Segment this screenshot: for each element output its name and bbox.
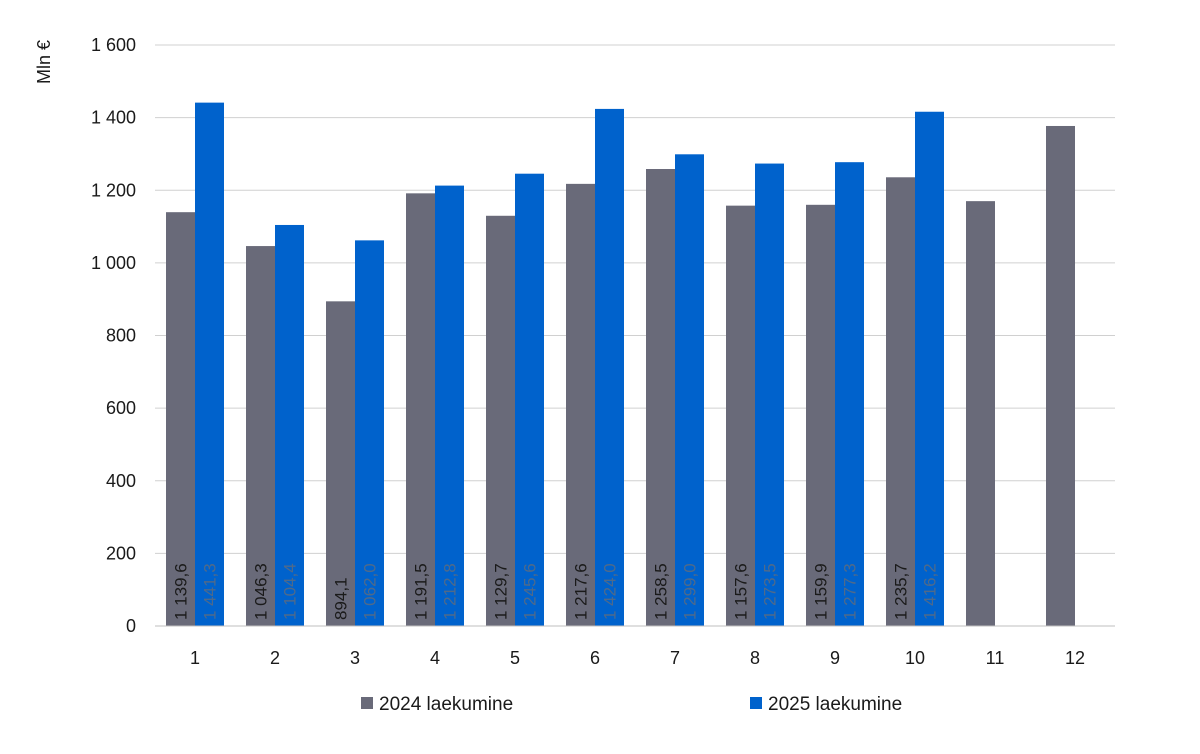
legend-swatch bbox=[361, 697, 373, 709]
y-tick-label: 1 600 bbox=[91, 35, 136, 55]
data-label: 1 129,7 bbox=[492, 563, 511, 620]
x-tick-label: 9 bbox=[830, 648, 840, 668]
bar-series-2 bbox=[515, 173, 544, 626]
data-label: 1 273,5 bbox=[761, 563, 780, 620]
data-label: 1 424,0 bbox=[601, 563, 620, 620]
y-tick-label: 0 bbox=[126, 616, 136, 636]
data-label: 1 046,3 bbox=[252, 563, 271, 620]
bar-series-2 bbox=[595, 108, 624, 626]
x-tick-label: 5 bbox=[510, 648, 520, 668]
data-label: 1 441,3 bbox=[201, 563, 220, 620]
bar-series-2 bbox=[195, 102, 224, 627]
data-label: 1 416,2 bbox=[921, 563, 940, 620]
data-label: 1 191,5 bbox=[412, 563, 431, 620]
bar-series-1 bbox=[566, 183, 595, 626]
bar-series-2 bbox=[435, 185, 464, 627]
legend-label: 2024 laekumine bbox=[379, 694, 513, 715]
data-label: 1 245,6 bbox=[521, 563, 540, 620]
data-labels: 1 139,6 1 441,3 1 046,3 1 104,4 894,1 1 062,0… bbox=[172, 563, 940, 620]
x-tick-label: 10 bbox=[905, 648, 925, 668]
x-tick-label: 11 bbox=[986, 648, 1005, 668]
data-label: 1 299,0 bbox=[681, 563, 700, 620]
x-tick-label: 3 bbox=[350, 648, 360, 668]
y-tick-label: 400 bbox=[106, 471, 136, 491]
bars bbox=[166, 102, 1075, 627]
bar-series-1 bbox=[886, 177, 915, 626]
data-label: 894,1 bbox=[332, 577, 351, 620]
bar-series-2 bbox=[355, 240, 384, 626]
bar-series-1 bbox=[1046, 125, 1075, 627]
bar-series-1 bbox=[806, 204, 835, 626]
gridlines bbox=[155, 44, 1115, 554]
y-tick-label: 1 000 bbox=[91, 253, 136, 273]
x-tick-label: 2 bbox=[270, 648, 280, 668]
bar-series-1 bbox=[646, 169, 675, 626]
x-tick-label: 7 bbox=[670, 648, 680, 668]
bar-series-1 bbox=[246, 246, 275, 626]
data-label: 1 157,6 bbox=[732, 563, 751, 620]
data-label: 1 235,7 bbox=[892, 563, 911, 620]
legend-swatch bbox=[750, 697, 762, 709]
bar-series-2 bbox=[675, 154, 704, 626]
x-tick-label: 1 bbox=[190, 648, 200, 668]
bar-series-1 bbox=[166, 212, 195, 627]
y-tick-label: 800 bbox=[106, 326, 136, 346]
y-tick-label: 600 bbox=[106, 398, 136, 418]
x-tick-label: 6 bbox=[590, 648, 600, 668]
bar-series-2 bbox=[835, 162, 864, 627]
y-tick-label: 1 400 bbox=[91, 108, 136, 128]
data-label: 1 062,0 bbox=[361, 563, 380, 620]
x-tick-label: 4 bbox=[430, 648, 440, 668]
legend-label: 2025 laekumine bbox=[768, 694, 902, 715]
data-label: 1 258,5 bbox=[652, 563, 671, 620]
bar-series-2 bbox=[275, 224, 304, 626]
y-axis-title: Mln € bbox=[34, 40, 54, 84]
bar-series-1 bbox=[726, 205, 755, 627]
y-tick-label: 200 bbox=[106, 543, 136, 563]
y-tick-label: 1 200 bbox=[91, 180, 136, 200]
x-tick-label: 12 bbox=[1065, 648, 1085, 668]
bar-series-2 bbox=[755, 163, 784, 627]
data-label: 1 139,6 bbox=[172, 563, 191, 620]
bar-series-1 bbox=[966, 201, 995, 627]
data-label: 1 212,8 bbox=[441, 563, 460, 620]
bar-series-1 bbox=[486, 215, 515, 626]
bar-series-2 bbox=[915, 111, 944, 627]
x-tick-label: 8 bbox=[750, 648, 760, 668]
legend: 2024 laekumine 2025 laekumine bbox=[361, 694, 902, 715]
data-label: 1 217,6 bbox=[572, 563, 591, 620]
data-label: 1 104,4 bbox=[281, 563, 300, 620]
bar-series-1 bbox=[406, 193, 435, 627]
data-label: 1 159,9 bbox=[812, 563, 831, 620]
bar-series-1 bbox=[326, 301, 355, 626]
data-label: 1 277,3 bbox=[841, 563, 860, 620]
